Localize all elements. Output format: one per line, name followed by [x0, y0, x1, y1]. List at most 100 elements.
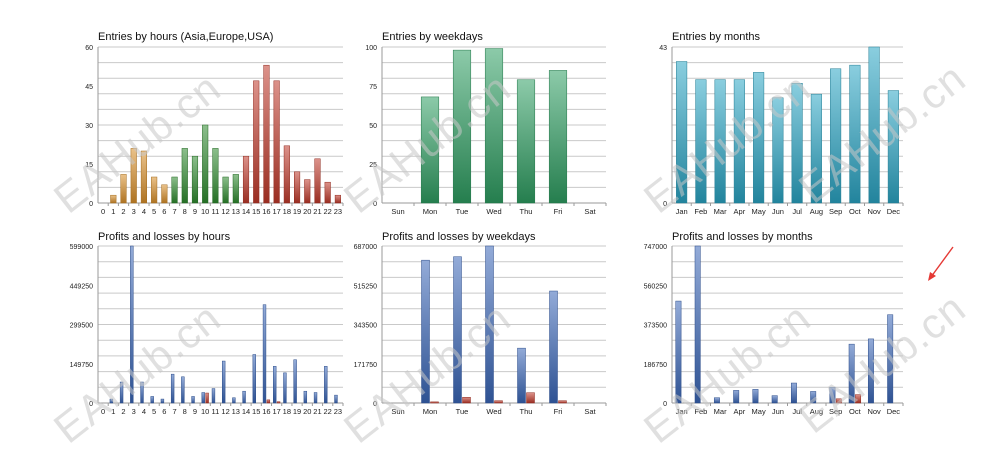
bar — [713, 397, 720, 404]
x-tick-label: Jun — [772, 207, 784, 216]
bar — [453, 256, 462, 404]
hours-entries-chart: Entries by hours (Asia,Europe,USA)015304… — [85, 31, 344, 216]
y-tick-label: 0 — [663, 401, 667, 408]
charts-dashboard: Entries by hours (Asia,Europe,USA) 0 15 30 4… — [70, 31, 904, 416]
x-tick-label: May — [752, 407, 766, 416]
bar — [314, 158, 321, 204]
x-tick-label: 21 — [313, 207, 321, 216]
loss-bar — [526, 392, 535, 404]
x-tick-label: 8 — [183, 207, 187, 216]
month-entries-chart: Entries by months 0 43 Jan Feb Mar Apr May Jun Ju… — [659, 31, 904, 216]
x-tick-label: 6 — [162, 207, 166, 216]
y-tick-label: 515250 — [354, 283, 377, 290]
loss-bar — [462, 397, 471, 404]
x-tick-label: 3 — [132, 407, 136, 416]
x-tick-label: Wed — [486, 207, 501, 216]
y-tick-label: 0 — [373, 201, 377, 208]
loss-bar — [276, 401, 281, 404]
x-tick-label: Oct — [849, 207, 862, 216]
x-tick-label: 2 — [121, 207, 125, 216]
hours-pl-chart: Profits and losses by hours0149750299500… — [70, 231, 344, 416]
x-tick-label: 19 — [293, 407, 301, 416]
x-tick-label: 18 — [283, 407, 291, 416]
y-tick-label: 50 — [369, 123, 377, 130]
y-tick-label: 560250 — [644, 283, 667, 290]
bar — [810, 391, 817, 404]
x-tick-label: Thu — [520, 207, 533, 216]
loss-bar — [835, 398, 842, 404]
bar — [810, 93, 822, 204]
y-tick-label: 171750 — [354, 362, 377, 369]
bar — [181, 376, 185, 404]
x-tick-label: 22 — [324, 207, 332, 216]
bar — [212, 148, 219, 204]
x-tick-label: 15 — [252, 407, 260, 416]
bar — [202, 124, 209, 204]
x-tick-label: 7 — [172, 207, 176, 216]
x-tick-label: Aug — [810, 207, 823, 216]
bar — [675, 300, 682, 404]
bar — [421, 259, 430, 404]
bar — [714, 79, 726, 204]
x-tick-label: 11 — [211, 407, 219, 416]
x-tick-label: 13 — [232, 407, 240, 416]
charts-canvas: Entries by hours (Asia,Europe,USA)015304… — [70, 31, 904, 416]
loss-bar — [205, 392, 209, 404]
x-tick-label: 13 — [232, 207, 240, 216]
bar — [733, 390, 740, 404]
bar — [263, 64, 270, 204]
x-tick-label: 7 — [172, 407, 176, 416]
x-tick-label: 10 — [201, 207, 209, 216]
bar — [232, 397, 236, 404]
bar — [516, 79, 536, 204]
y-tick-label: 299500 — [70, 323, 93, 330]
bar — [517, 347, 526, 404]
x-tick-label: 10 — [201, 407, 209, 416]
x-tick-label: 0 — [101, 407, 105, 416]
bar — [130, 148, 137, 204]
month-pl-chart: Profits and losses by months 0 186750 37350… — [644, 231, 904, 416]
x-tick-label: Feb — [694, 207, 707, 216]
x-tick-label: Sat — [584, 407, 596, 416]
bar — [790, 382, 797, 404]
y-tick-label: 373500 — [644, 323, 667, 330]
y-tick-label: 75 — [369, 84, 377, 91]
x-tick-label: Mon — [423, 407, 438, 416]
y-tick-label: 687000 — [354, 244, 377, 251]
x-tick-label: Dec — [887, 207, 901, 216]
x-tick-label: 2 — [121, 407, 125, 416]
bar — [170, 373, 175, 404]
x-tick-label: 8 — [183, 407, 187, 416]
bar — [283, 372, 287, 404]
bar — [293, 359, 297, 404]
bar — [829, 386, 836, 404]
bar — [772, 97, 784, 204]
weekday-entries-title: Entries by weekdays — [382, 31, 483, 43]
x-tick-label: Jan — [676, 207, 688, 216]
x-tick-label: 16 — [262, 407, 270, 416]
bar — [161, 184, 168, 204]
loss-bar — [430, 401, 439, 404]
x-tick-label: Jul — [792, 407, 802, 416]
bar — [160, 398, 165, 404]
x-tick-label: Mar — [714, 407, 727, 416]
y-tick-label: 449250 — [70, 283, 93, 290]
bar — [130, 245, 134, 404]
x-tick-label: Sep — [829, 407, 842, 416]
bar — [262, 304, 267, 404]
bar — [232, 174, 239, 204]
x-tick-label: 14 — [242, 407, 250, 416]
bar — [109, 398, 114, 404]
bar — [324, 181, 331, 204]
loss-bar — [855, 394, 862, 404]
bar — [485, 245, 494, 404]
x-tick-label: 4 — [142, 207, 146, 216]
x-tick-label: Mon — [423, 207, 438, 216]
bar — [303, 390, 308, 404]
x-tick-label: 11 — [211, 207, 219, 216]
x-tick-label: 20 — [303, 407, 311, 416]
bar — [676, 61, 688, 204]
bar — [120, 174, 127, 204]
y-tick-label: 0 — [89, 201, 93, 208]
y-tick-label: 186750 — [644, 362, 667, 369]
